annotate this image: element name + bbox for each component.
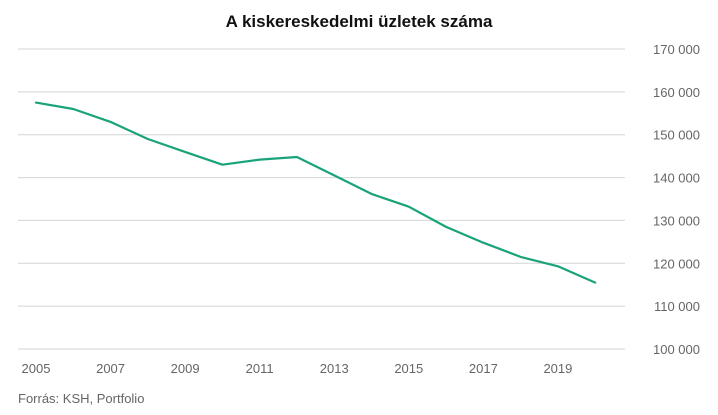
x-tick-label: 2013 — [320, 361, 349, 376]
y-tick-label: 120 000 — [653, 256, 700, 271]
source-note: Forrás: KSH, Portfolio — [18, 391, 145, 406]
y-tick-label: 170 000 — [653, 42, 700, 57]
x-tick-label: 2007 — [96, 361, 125, 376]
x-tick-label: 2017 — [469, 361, 498, 376]
y-tick-label: 130 000 — [653, 213, 700, 228]
series-line-0 — [34, 101, 597, 284]
y-tick-label: 160 000 — [653, 85, 700, 100]
x-tick-label: 2011 — [246, 361, 274, 376]
y-tick-label: 100 000 — [653, 342, 700, 357]
chart-title: A kiskereskedelmi üzletek száma — [225, 12, 493, 31]
series-layer — [34, 101, 597, 284]
x-tick-label: 2015 — [394, 361, 423, 376]
y-tick-label: 150 000 — [653, 128, 700, 143]
grid-lines — [18, 48, 625, 350]
x-tick-label: 2009 — [171, 361, 200, 376]
y-axis-ticks: 100 000 110 000 120 000 130 000 140 000 150 0… — [653, 42, 700, 357]
x-tick-label: 2005 — [22, 361, 51, 376]
x-axis-ticks: 2005 2007 2009 2011 2013 2015 2017 2019 — [22, 361, 573, 376]
x-tick-label: 2019 — [543, 361, 572, 376]
y-tick-label: 140 000 — [653, 171, 700, 186]
y-tick-label: 110 000 — [654, 299, 700, 314]
